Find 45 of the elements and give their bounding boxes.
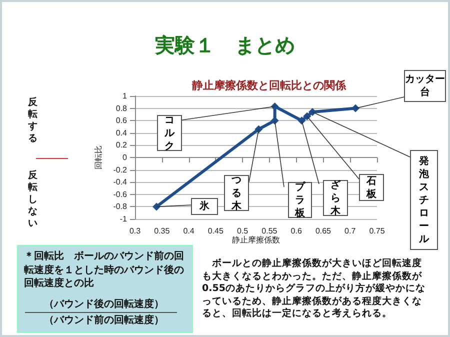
x-tick-label: 0.3 bbox=[129, 226, 142, 236]
text: （バウンド後の回転速度） bbox=[43, 298, 165, 312]
x-tick-label: 0.6 bbox=[290, 226, 302, 236]
annotation: プラ板 bbox=[288, 182, 312, 218]
y-tick-label: -1 bbox=[120, 214, 128, 224]
y-tick-label: -0.4 bbox=[113, 178, 128, 187]
x-tick-label: 0.4 bbox=[183, 226, 195, 236]
x-tick-label: 0.55 bbox=[262, 226, 278, 236]
y-tick-label: 0.8 bbox=[116, 104, 128, 113]
x-tick-label: 0.7 bbox=[344, 226, 356, 236]
y-tick-label: 0.4 bbox=[116, 128, 128, 138]
annotation: 石板 bbox=[359, 174, 384, 201]
x-tick-label: 0.35 bbox=[154, 226, 170, 236]
y-tick-label: -0.2 bbox=[113, 165, 128, 174]
x-axis-title: 静止摩擦係数 bbox=[232, 236, 280, 244]
x-tick-label: 0.75 bbox=[369, 226, 386, 236]
point bbox=[270, 116, 279, 125]
annotation: 氷 bbox=[191, 198, 218, 215]
x-tick-label: 0.45 bbox=[208, 226, 224, 236]
text: 反転しない bbox=[27, 170, 39, 230]
text: 実験１ まとめ bbox=[154, 32, 296, 59]
text: 反転する bbox=[27, 97, 39, 145]
y-tick-label: -0.6 bbox=[113, 190, 128, 199]
point bbox=[254, 125, 263, 134]
text: ＊回転比 ボールのバウンド前の回転速度を１とした時のバウンド後の回転速度との比 bbox=[24, 250, 184, 290]
point bbox=[303, 112, 312, 120]
y-axis-title: 回転比 bbox=[94, 146, 103, 170]
point bbox=[298, 116, 306, 125]
y-tick-label: 0.2 bbox=[116, 140, 128, 150]
annotation: ざら木 bbox=[323, 180, 348, 216]
text: ボールとの静止摩擦係数が大きいほど回転速度も大きくなるとわかった。ただ、静止摩擦係数が0.55のあたりからグラフの上がり方が緩やかになっているため、静止摩擦係数がある程度大きくなると、回転比は一定になると考えられる。 bbox=[202, 258, 426, 320]
point bbox=[270, 102, 279, 110]
point bbox=[152, 202, 161, 211]
text: （バウンド前の回転速度） bbox=[43, 314, 165, 328]
y-tick-label: 0.6 bbox=[116, 116, 128, 126]
y-tick-label: 0 bbox=[122, 153, 128, 162]
y-tick-label: -0.8 bbox=[113, 202, 128, 212]
annotation: コルク bbox=[157, 114, 182, 152]
annotation: カッター台 bbox=[404, 70, 446, 102]
x-tick-label: 0.5 bbox=[236, 226, 249, 236]
x-tick-label: 0.65 bbox=[315, 226, 332, 236]
annotation: 発泡スチロール bbox=[410, 150, 438, 250]
annotation: つる木 bbox=[224, 174, 249, 212]
chart-title: 静止摩擦係数と回転比との関係 bbox=[191, 79, 347, 92]
y-tick-label: 1 bbox=[122, 92, 128, 100]
